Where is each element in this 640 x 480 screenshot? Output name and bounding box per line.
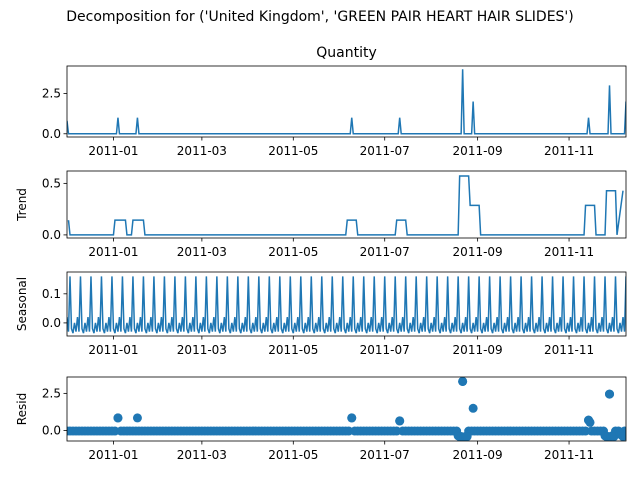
x-tick-label: 2011-09 [453, 343, 503, 357]
panel-1: Quantity 0.0 2.5 2011-01 2011-03 2011-05 2011-… [42, 45, 627, 158]
panel-4: Resid 0.0 2.5 2011-01 2011-03 2011-05 2011-07 2… [15, 376, 627, 462]
panel-frame [66, 271, 627, 337]
x-tick-label: 2011-01 [88, 343, 138, 357]
resid-point [395, 416, 405, 426]
x-tick-label: 2011-09 [453, 245, 503, 259]
y-axis-label: Seasonal [15, 277, 29, 331]
x-tick-label: 2011-09 [453, 144, 503, 158]
resid-point [113, 413, 123, 423]
y-axis-label: Trend [15, 188, 29, 222]
x-tick-label: 2011-11 [544, 245, 594, 259]
x-tick-label: 2011-07 [360, 448, 410, 462]
y-tick-label: 0.5 [42, 176, 61, 190]
x-tick-label: 2011-09 [453, 448, 503, 462]
panel-data [67, 175, 624, 236]
resid-point [468, 403, 478, 413]
panel-frame [66, 170, 627, 239]
x-tick-label: 2011-01 [88, 245, 138, 259]
panel-frame [66, 376, 627, 442]
panel-frame [66, 65, 627, 138]
resid-point [458, 377, 468, 386]
x-tick-label: 2011-05 [268, 343, 318, 357]
y-tick-label: 0.0 [42, 424, 61, 438]
quantity-series-line [67, 69, 626, 135]
x-tick-label: 2011-07 [360, 343, 410, 357]
resid-point [585, 417, 595, 427]
y-tick-label: 2.5 [42, 386, 61, 400]
resid-point [347, 413, 357, 423]
resid-point [605, 389, 615, 399]
x-tick-label: 2011-11 [544, 144, 594, 158]
x-tick-label: 2011-11 [544, 343, 594, 357]
seasonal-series-line [67, 276, 626, 334]
y-tick-label: 0.1 [42, 287, 61, 301]
x-tick-label: 2011-03 [177, 144, 227, 158]
panel-title: Quantity [316, 45, 377, 61]
figure-suptitle: Decomposition for ('United Kingdom', 'GR… [66, 9, 574, 25]
panel-data [67, 69, 626, 135]
y-tick-label: 0.0 [42, 316, 61, 330]
x-tick-label: 2011-05 [268, 144, 318, 158]
x-tick-label: 2011-07 [360, 144, 410, 158]
panel-data [67, 276, 626, 334]
x-tick-label: 2011-01 [88, 144, 138, 158]
resid-point [618, 432, 626, 441]
x-tick-label: 2011-11 [544, 448, 594, 462]
panel-data [67, 377, 626, 441]
x-tick-label: 2011-03 [177, 448, 227, 462]
x-tick-label: 2011-03 [177, 245, 227, 259]
x-tick-label: 2011-01 [88, 448, 138, 462]
panel-2: Trend 0.0 0.5 2011-01 2011-03 2011-05 2011-07 2… [15, 170, 627, 259]
y-tick-label: 2.5 [42, 86, 61, 100]
y-axis-label: Resid [15, 393, 29, 425]
x-tick-label: 2011-05 [268, 245, 318, 259]
panel-3: Seasonal 0.0 0.1 2011-01 2011-03 2011-05 2011-… [15, 271, 627, 357]
y-tick-label: 0.0 [42, 127, 61, 141]
resid-point [462, 432, 472, 441]
y-tick-label: 0.0 [42, 228, 61, 242]
x-tick-label: 2011-03 [177, 343, 227, 357]
x-tick-label: 2011-05 [268, 448, 318, 462]
trend-series-line [67, 175, 624, 236]
x-tick-label: 2011-07 [360, 245, 410, 259]
resid-point [132, 413, 142, 423]
